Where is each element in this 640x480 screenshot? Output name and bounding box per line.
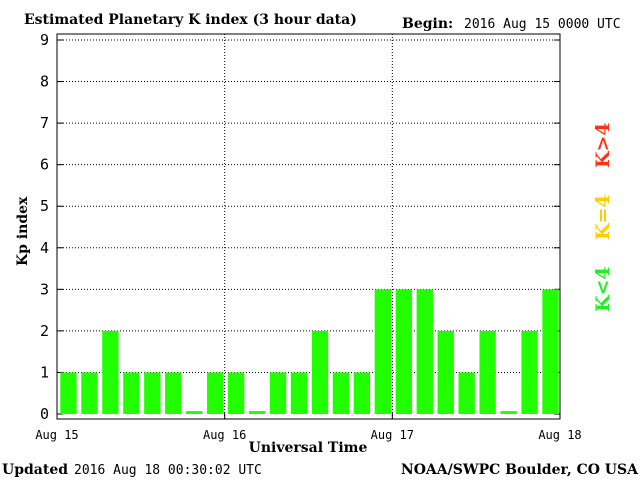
x-tick-label: Aug 18 (538, 428, 581, 442)
kp-bar (521, 330, 538, 414)
plot-area (56, 33, 561, 420)
kp-bar (165, 372, 182, 414)
kp-bar (479, 330, 496, 414)
y-tick-label: 6 (40, 156, 49, 174)
kp-bar (207, 372, 224, 414)
kp-bar (437, 330, 454, 414)
kp-bar (311, 330, 329, 414)
y-tick-label: 0 (40, 405, 49, 423)
x-tick-labels: Aug 15 Aug 16 Aug 17 Aug 18 (35, 428, 581, 442)
kp-bar (269, 372, 287, 414)
legend-k-less-than-4: K<4 (592, 266, 614, 312)
x-tick-label: Aug 15 (35, 428, 78, 442)
y-tick-labels: 0 1 2 3 4 5 6 7 8 9 (40, 31, 49, 423)
legend-k-greater-than-4: K>4 (592, 122, 614, 168)
source-credit: NOAA/SWPC Boulder, CO USA (401, 462, 639, 478)
y-tick-label: 3 (40, 280, 49, 298)
kp-bar (123, 372, 140, 414)
bars-group (60, 289, 559, 414)
begin-label: Begin: (402, 16, 453, 32)
kp-bar (60, 372, 77, 414)
kp-bar (416, 289, 433, 414)
kp-bar (102, 330, 119, 414)
kp-bar (248, 411, 266, 414)
kp-bar (542, 289, 559, 414)
begin-value: 2016 Aug 15 0000 UTC (464, 17, 621, 32)
updated-value: 2016 Aug 18 00:30:02 UTC (74, 463, 262, 478)
kp-bar (144, 372, 161, 414)
kp-bar (353, 372, 371, 414)
legend-k-equal-4: K=4 (592, 194, 614, 240)
x-tick-label: Aug 16 (203, 428, 246, 442)
y-tick-label: 9 (40, 31, 49, 49)
x-tick-label: Aug 17 (371, 428, 414, 442)
y-axis-title: Kp index (15, 196, 31, 266)
kp-bar (395, 289, 412, 414)
y-tick-label: 5 (40, 197, 49, 215)
chart-title: Estimated Planetary K index (3 hour data… (24, 12, 357, 28)
kp-bar (227, 372, 245, 414)
kp-bar (81, 372, 98, 414)
kp-bar (186, 411, 203, 414)
kp-bar (332, 372, 350, 414)
y-tick-label: 1 (40, 363, 49, 381)
kp-bar (290, 372, 308, 414)
y-tick-label: 7 (40, 114, 49, 132)
updated-label: Updated (2, 462, 68, 478)
y-tick-label: 2 (40, 322, 49, 340)
kp-bar (374, 289, 392, 414)
kp-bar (500, 411, 517, 414)
kp-bar (458, 372, 475, 414)
x-axis-title: Universal Time (249, 440, 368, 456)
y-tick-label: 4 (40, 239, 49, 257)
y-tick-label: 8 (40, 73, 49, 91)
